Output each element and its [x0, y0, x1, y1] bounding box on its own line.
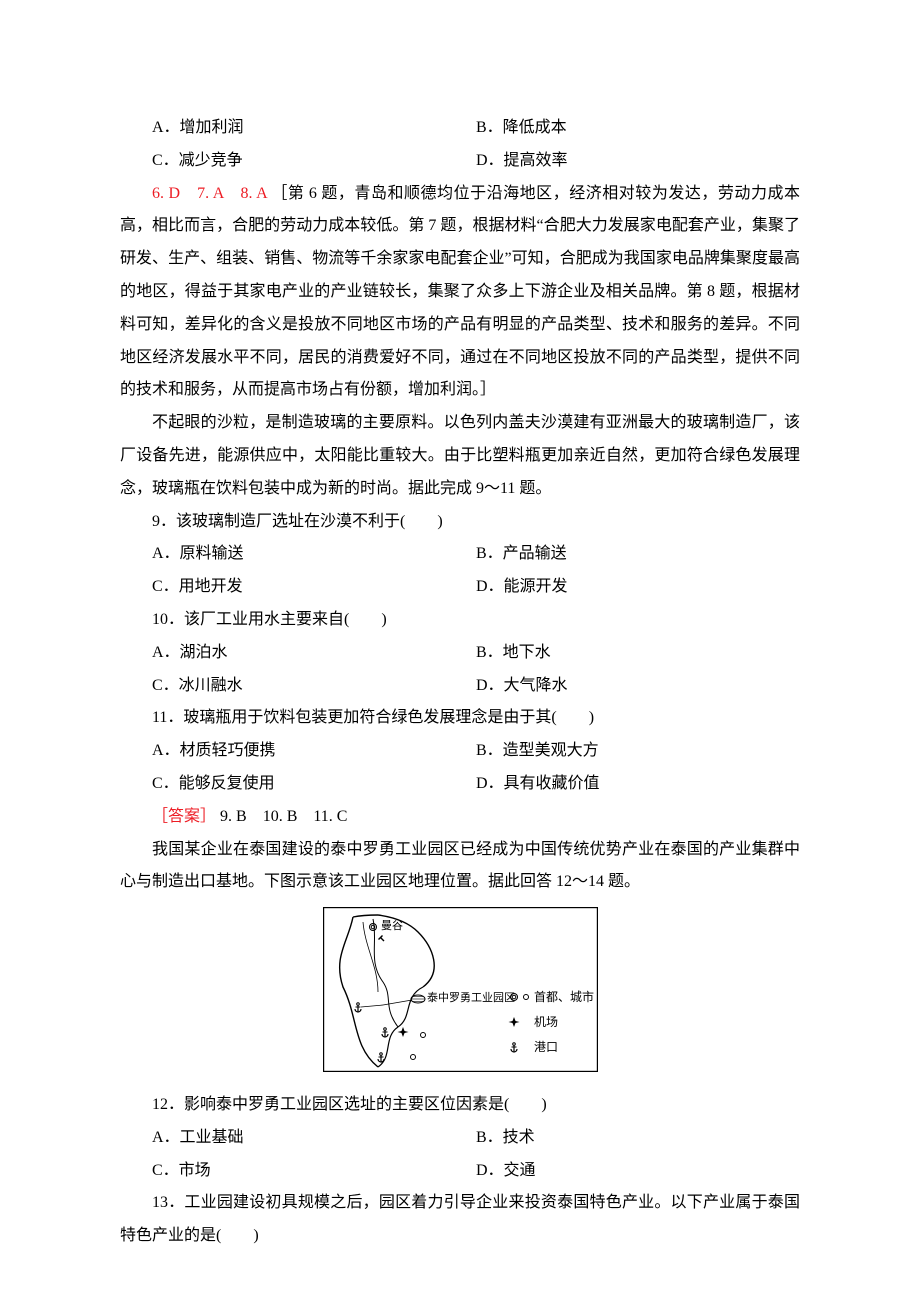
q13-stem: 13．工业园建设初具规模之后，园区着力引导企业来投资泰国特色产业。以下产业属于泰… [120, 1187, 800, 1253]
q9-stem: 9．该玻璃制造厂选址在沙漠不利于( ) [120, 506, 800, 539]
prev-question-options-row1: A．增加利润 B．降低成本 [120, 112, 800, 145]
q11-options-row2: C．能够反复使用 D．具有收藏价值 [120, 768, 800, 801]
option-a: A．原料输送 [152, 538, 476, 571]
option-b: B．地下水 [476, 637, 800, 670]
answer-label: ［答案］ [152, 808, 216, 825]
label-park: 泰中罗勇工业园区 [427, 990, 515, 1004]
port-icon [355, 1003, 361, 1012]
option-b: B．产品输送 [476, 538, 800, 571]
passage-thailand: 我国某企业在泰国建设的泰中罗勇工业园区已经成为中国传统优势产业在泰国的产业集群中… [120, 834, 800, 900]
thailand-map-svg: 曼谷 泰中罗勇工业园区 [323, 907, 598, 1072]
option-c: C．用地开发 [152, 571, 476, 604]
answer-keys-9-11: 9. B 10. B 11. C [220, 808, 347, 825]
option-b: B．造型美观大方 [476, 735, 800, 768]
passage-glass: 不起眼的沙粒，是制造玻璃的主要原料。以色列内盖夫沙漠建有亚洲最大的玻璃制造厂，该… [120, 407, 800, 505]
option-c: C．市场 [152, 1155, 476, 1188]
answer-explain-678: ［第 6 题，青岛和顺德均位于沿海地区，经济相对较为发达，劳动力成本高，相比而言… [120, 185, 800, 399]
answer-6-7-8: 6. D 7. A 8. A ［第 6 题，青岛和顺德均位于沿海地区，经济相对较… [120, 178, 800, 408]
option-d: D．具有收藏价值 [476, 768, 800, 801]
option-a: A．湖泊水 [152, 637, 476, 670]
option-b: B．降低成本 [476, 112, 800, 145]
label-bangkok: 曼谷 [381, 919, 403, 932]
option-a: A．工业基础 [152, 1122, 476, 1155]
legend-capital-city: 首都、城市 [534, 989, 594, 1004]
document-page: A．增加利润 B．降低成本 C．减少竞争 D．提高效率 6. D 7. A 8.… [0, 0, 920, 1313]
map-figure: 曼谷 泰中罗勇工业园区 [120, 907, 800, 1085]
option-c: C．能够反复使用 [152, 768, 476, 801]
q9-options-row2: C．用地开发 D．能源开发 [120, 571, 800, 604]
option-b: B．技术 [476, 1122, 800, 1155]
q10-options-row1: A．湖泊水 B．地下水 [120, 637, 800, 670]
q12-stem: 12．影响泰中罗勇工业园区选址的主要区位因素是( ) [120, 1089, 800, 1122]
option-c: C．冰川融水 [152, 670, 476, 703]
q10-options-row2: C．冰川融水 D．大气降水 [120, 670, 800, 703]
option-a: A．增加利润 [152, 112, 476, 145]
option-d: D．交通 [476, 1155, 800, 1188]
option-d: D．提高效率 [476, 145, 800, 178]
q12-options-row1: A．工业基础 B．技术 [120, 1122, 800, 1155]
q11-options-row1: A．材质轻巧便携 B．造型美观大方 [120, 735, 800, 768]
legend-port: 港口 [534, 1040, 558, 1054]
q9-options-row1: A．原料输送 B．产品输送 [120, 538, 800, 571]
q12-options-row2: C．市场 D．交通 [120, 1155, 800, 1188]
q11-stem: 11．玻璃瓶用于饮料包装更加符合绿色发展理念是由于其( ) [120, 702, 800, 735]
legend-airport: 机场 [534, 1015, 558, 1029]
option-d: D．大气降水 [476, 670, 800, 703]
answer-9-11: ［答案］ 9. B 10. B 11. C [120, 801, 800, 834]
option-a: A．材质轻巧便携 [152, 735, 476, 768]
q10-stem: 10．该厂工业用水主要来自( ) [120, 604, 800, 637]
option-d: D．能源开发 [476, 571, 800, 604]
prev-question-options-row2: C．减少竞争 D．提高效率 [120, 145, 800, 178]
answer-key-678: 6. D 7. A 8. A [152, 185, 267, 202]
option-c: C．减少竞争 [152, 145, 476, 178]
